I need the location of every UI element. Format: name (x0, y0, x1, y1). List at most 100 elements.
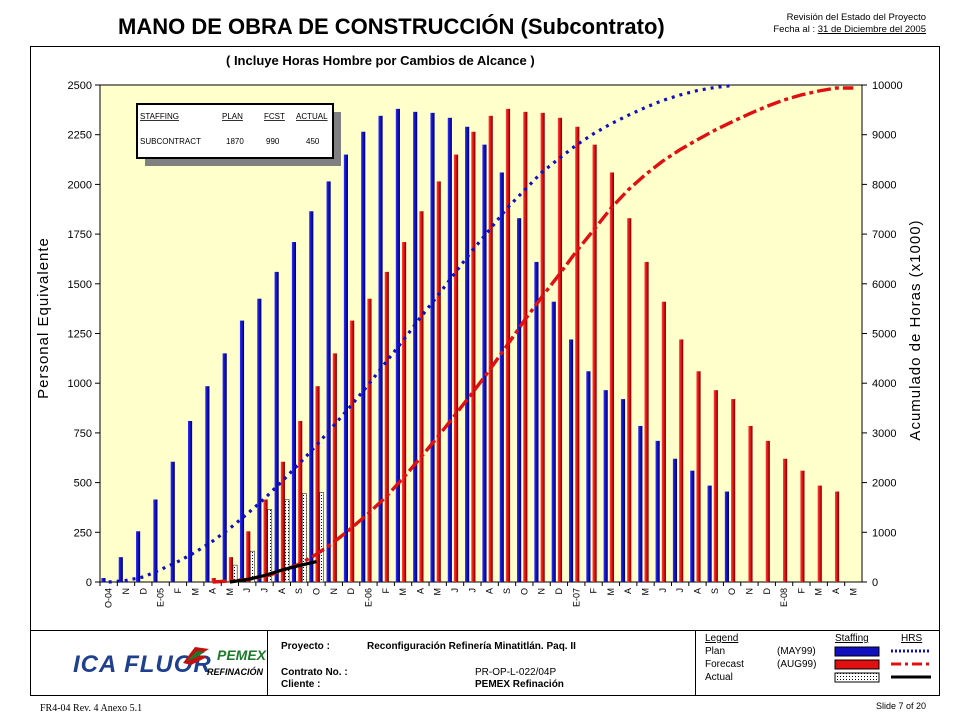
bar-forecast-38 (765, 440, 770, 582)
bar-plan-36 (724, 491, 729, 582)
bar-forecast-26 (557, 117, 563, 582)
ica-fluor-logo: ICA FLUOR (73, 651, 212, 678)
proyecto-value: Reconfiguración Refinería Minatitlán. Pa… (367, 641, 576, 652)
bar-plan-18 (413, 111, 418, 582)
x-tick-label: A (277, 588, 287, 594)
x-tick-label: O (727, 588, 737, 595)
x-tick-label: S (710, 588, 720, 594)
bar-plan-6 (205, 386, 210, 582)
slide-number: Slide 7 of 20 (875, 701, 926, 711)
y-tick-label: 1500 (68, 279, 92, 291)
bar-forecast-10 (280, 461, 285, 582)
y2-tick-label: 0 (872, 577, 878, 589)
bar-forecast-18 (419, 211, 424, 582)
legend-swatches (834, 646, 931, 683)
bar-forecast-34 (696, 371, 701, 582)
project-info: Proyecto : Reconfiguración Refinería Min… (267, 631, 696, 695)
bar-forecast-9 (263, 499, 268, 582)
legend-actual-swatch (834, 672, 880, 683)
y-axis-label: Personal Equivalente (35, 237, 52, 399)
x-tick-label: N (329, 588, 339, 595)
legend-staffing-header: Staffing (835, 633, 869, 644)
cliente-label: Cliente : (281, 679, 321, 690)
y-tick-label: 2500 (68, 80, 92, 92)
bar-forecast-22 (488, 115, 493, 583)
refinacion-logo-text: REFINACIÓN (207, 667, 263, 677)
bar-forecast-8 (246, 531, 251, 582)
bar-forecast-29 (609, 172, 615, 583)
x-tick-label: O (311, 588, 321, 595)
x-tick-label: N (121, 588, 131, 595)
bar-forecast-32 (661, 301, 666, 582)
bar-plan-26 (551, 301, 556, 582)
bar-forecast-28 (592, 144, 597, 582)
bar-forecast-39 (783, 458, 788, 582)
legend-actual-label: Actual (705, 672, 733, 683)
bar-actual-9 (267, 509, 273, 583)
y-tick-label: 1250 (68, 329, 92, 341)
bar-forecast-37 (748, 425, 753, 582)
bar-actual-8 (250, 550, 255, 583)
staffing-summary-box: STAFFING PLAN FCST ACTUAL SUBCONTRACT 18… (136, 103, 341, 166)
bar-plan-17 (395, 108, 400, 582)
x-tick-label: J (675, 588, 685, 593)
bar-plan-31 (638, 425, 643, 582)
y2-tick-label: 4000 (872, 378, 896, 390)
x-tick-label: M (433, 588, 443, 596)
y2-tick-label: 10000 (872, 80, 903, 92)
x-tick-label: F (381, 588, 391, 594)
bar-actual-12 (319, 492, 325, 583)
bar-plan-27 (568, 339, 574, 582)
x-tick-label: J (242, 588, 252, 593)
bar-forecast-40 (800, 470, 805, 582)
bar-plan-35 (707, 485, 712, 582)
bar-plan-13 (326, 181, 331, 582)
bar-plan-21 (465, 126, 470, 583)
x-tick-label: S (294, 588, 304, 594)
bar-forecast-27 (575, 126, 580, 583)
x-tick-label: M (398, 588, 408, 596)
bar-actual-10 (284, 499, 290, 583)
x-tick-label: O (519, 588, 529, 595)
bar-plan-16 (378, 115, 383, 583)
form-code: FR4-04 Rev. 4 Anexo 5.1 (40, 703, 143, 714)
bar-plan-7 (222, 353, 227, 582)
x-tick-label: D (762, 588, 772, 595)
bar-plan-9 (257, 298, 262, 582)
y2-tick-label: 3000 (872, 428, 896, 440)
bar-plan-33 (672, 458, 678, 582)
x-tick-label: S (502, 588, 512, 594)
y-tick-label: 1750 (68, 229, 92, 241)
legend-plan-swatch (834, 646, 880, 657)
bar-plan-23 (499, 172, 504, 583)
bar-plan-34 (690, 470, 695, 582)
x-tick-label: A (208, 588, 218, 594)
bar-plan-14 (343, 154, 348, 582)
x-tick-label: M (848, 588, 858, 596)
bar-forecast-30 (627, 218, 632, 583)
pemex-eagle-icon (183, 647, 209, 665)
x-tick-label: D (138, 588, 148, 595)
y-tick-label: 1000 (68, 378, 92, 390)
bar-forecast-42 (834, 491, 840, 582)
bar-plan-10 (274, 271, 279, 582)
x-tick-label: J (450, 588, 460, 593)
x-tick-label: A (485, 588, 495, 594)
x-tick-label: M (814, 588, 824, 596)
y2-axis-label: Acumulado de Horas (x1000) (907, 219, 924, 440)
inset-header-fcst: FCST (264, 112, 285, 121)
x-tick-label: A (623, 588, 633, 594)
bar-plan-22 (482, 144, 487, 582)
y2-tick-label: 2000 (872, 478, 896, 490)
bar-forecast-19 (436, 181, 441, 582)
bar-forecast-11 (298, 420, 303, 582)
x-tick-label: M (190, 588, 200, 596)
footer: ICA FLUOR PEMEX REFINACIÓN Proyecto : Re… (30, 631, 940, 696)
bar-forecast-31 (644, 261, 649, 582)
bar-plan-30 (620, 399, 626, 582)
y2-tick-label: 9000 (872, 130, 896, 142)
x-tick-label: M (641, 588, 651, 596)
revision-label: Revisión del Estado del Proyecto (786, 12, 926, 23)
date-value: 31 de Diciembre del 2005 (817, 24, 926, 35)
